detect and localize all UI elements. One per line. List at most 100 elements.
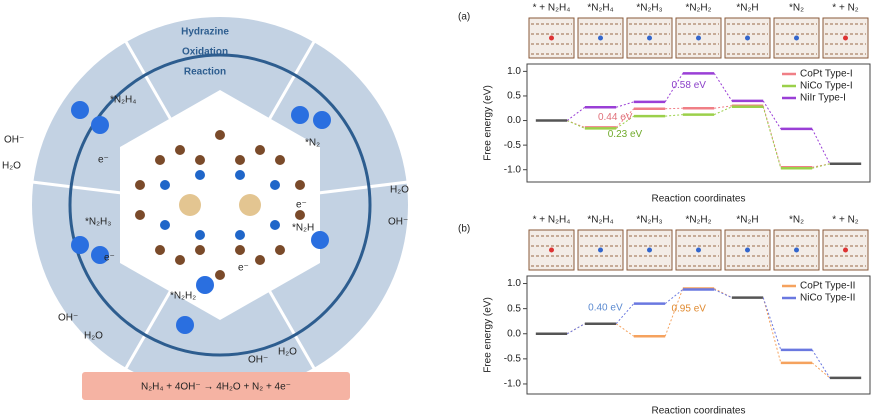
title-line: Reaction <box>184 67 226 78</box>
category-label: *N₂ <box>789 215 804 226</box>
annotation: 0.58 eV <box>671 80 706 91</box>
structure-site <box>794 247 799 253</box>
structure-site <box>696 247 701 253</box>
adsorbates <box>71 101 331 334</box>
structure-site <box>696 35 701 41</box>
structure-site <box>549 247 554 253</box>
category-label: *N₂ <box>789 3 804 14</box>
category-label: * + N₂ <box>832 215 859 226</box>
structure-site <box>598 247 603 253</box>
y-tick-label: -1.0 <box>504 379 522 390</box>
y-tick-label: -0.5 <box>504 353 522 364</box>
structure-site <box>549 35 554 41</box>
intermediate: *N₂H₃ <box>85 217 111 228</box>
connector <box>713 106 733 116</box>
category-label: * + N₂ <box>832 3 859 14</box>
structure-site <box>745 35 750 41</box>
connector <box>615 115 635 129</box>
structure-site <box>794 35 799 41</box>
connector <box>566 120 586 129</box>
metal-atom <box>179 194 201 216</box>
annotation: 0.23 eV <box>608 129 643 140</box>
nitrogen-atoms <box>160 170 280 240</box>
connector <box>762 297 782 350</box>
category-label: *N₂H₄ <box>587 215 613 226</box>
y-tick-label: -1.0 <box>504 164 522 175</box>
x-axis-label: Reaction coordinates <box>652 406 746 416</box>
structure-site <box>647 35 652 41</box>
structure-site <box>598 35 603 41</box>
connector <box>664 288 684 337</box>
intermediate: *N₂H₂ <box>170 291 196 302</box>
connector <box>615 303 635 325</box>
connector <box>762 100 782 130</box>
legend-label: NiCo Type-I <box>800 81 853 92</box>
connector <box>664 73 684 103</box>
category-label: *N₂H₃ <box>636 3 662 14</box>
intermediate: *N₂ <box>305 138 320 149</box>
panel-label: (b) <box>458 224 470 235</box>
connector <box>566 323 586 335</box>
connector <box>615 323 635 337</box>
category-label: *N₂H₂ <box>685 215 711 226</box>
connector <box>762 297 782 363</box>
connector <box>811 128 831 165</box>
y-tick-label: 1.0 <box>507 66 521 77</box>
y-tick-label: 0.0 <box>507 328 521 339</box>
category-label: * + N₂H₄ <box>533 215 571 226</box>
hexagon <box>120 90 320 320</box>
plot-frame <box>526 275 871 395</box>
panel-label: (a) <box>458 12 470 23</box>
species: OH⁻ <box>388 217 408 228</box>
species: OH⁻ <box>58 313 78 324</box>
connector <box>616 101 634 108</box>
title-line: Hydrazine <box>181 27 229 38</box>
equation: N₂H₄ + 4OH⁻ → 4H₂O + N₂ + 4e⁻ <box>141 382 291 393</box>
species: e⁻ <box>104 253 115 264</box>
plot-frame <box>526 63 871 183</box>
connector <box>812 163 830 169</box>
legend-label: NiIr Type-I <box>800 93 846 104</box>
legend-label: CoPt Type-II <box>800 281 855 292</box>
legend-label: NiCo Type-II <box>800 293 855 304</box>
structure-site <box>745 247 750 253</box>
legend-label: CoPt Type-I <box>800 69 853 80</box>
category-label: *N₂H <box>736 3 758 14</box>
species: OH⁻ <box>248 355 268 366</box>
connector <box>664 289 684 305</box>
title-line: Oxidation <box>182 47 228 58</box>
species: e⁻ <box>98 155 109 166</box>
category-label: *N₂H₃ <box>636 215 662 226</box>
connector <box>811 349 831 379</box>
equation-box <box>82 372 350 400</box>
y-tick-label: 0.0 <box>507 115 521 126</box>
y-tick-label: 0.5 <box>507 303 521 314</box>
y-axis-label: Free energy (eV) <box>483 297 494 373</box>
structure-thumb <box>528 229 575 271</box>
connector <box>566 106 586 121</box>
species: e⁻ <box>238 263 249 274</box>
annotation: 0.95 eV <box>671 303 706 314</box>
structure-site <box>647 247 652 253</box>
category-label: * + N₂H₄ <box>533 3 571 14</box>
intermediate: *N₂H₄ <box>110 95 136 106</box>
structure-site <box>843 35 848 41</box>
species: H₂O <box>2 161 21 172</box>
y-axis-label: Free energy (eV) <box>483 85 494 161</box>
species: H₂O <box>278 347 297 358</box>
hor-diagram: Hydrazine Oxidation Reaction *N₂H₄ *N₂H₃… <box>2 17 409 400</box>
category-label: *N₂H₄ <box>587 3 613 14</box>
species: H₂O <box>84 331 103 342</box>
structure-site <box>843 247 848 253</box>
cycle-arrow <box>68 53 372 357</box>
lattice <box>135 130 305 280</box>
category-label: *N₂H₂ <box>685 3 711 14</box>
species: H₂O <box>390 185 409 196</box>
connector <box>615 108 635 128</box>
y-tick-label: -0.5 <box>504 140 522 151</box>
connector <box>811 362 831 379</box>
connector <box>762 106 782 169</box>
x-axis-label: Reaction coordinates <box>652 194 746 205</box>
category-label: *N₂H <box>736 215 758 226</box>
